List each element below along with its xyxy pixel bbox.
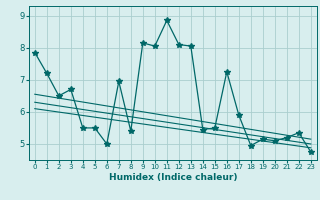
X-axis label: Humidex (Indice chaleur): Humidex (Indice chaleur) — [108, 173, 237, 182]
